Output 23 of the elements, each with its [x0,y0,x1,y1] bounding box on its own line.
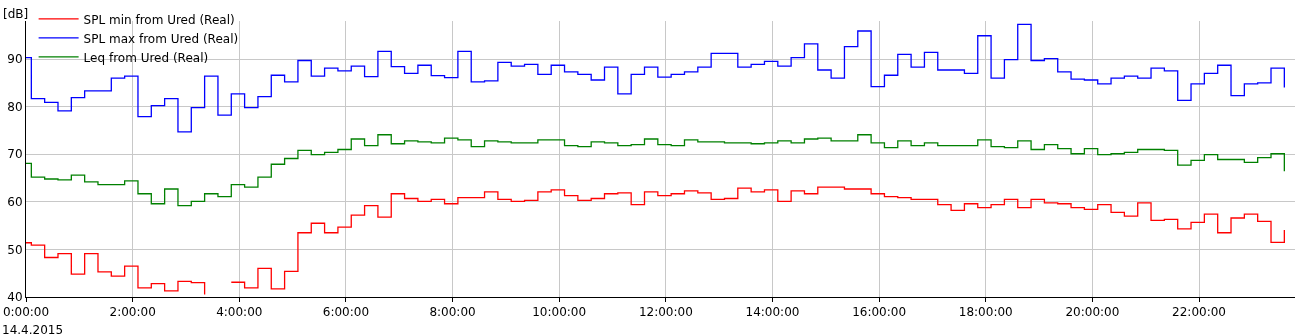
x-tick-label: 6:00:00 [322,305,370,320]
x-tick-label: 16:00:00 [852,305,907,320]
x-tick-label: 10:00:00 [532,305,587,320]
legend-label: SPL min from Ured (Real) [83,12,235,27]
text: 14.4.2015 [2,323,64,336]
x-tick-label: 20:00:00 [1065,305,1120,320]
y-axis-title: [dB] [3,7,29,21]
y-tick-label: 40 [7,290,23,305]
x-tick-label: 8:00:00 [429,305,476,320]
y-tick-label: 90 [7,52,23,67]
legend-label: Leq from Ured (Real) [83,50,209,65]
y-tick-label: 70 [7,147,23,162]
y-tick-label: 50 [7,242,23,257]
x-tick-label: 2:00:00 [109,305,156,320]
x-tick-label: 22:00:00 [1172,305,1226,320]
y-tick-label: 80 [7,99,23,114]
x-tick-label: 14:00:00 [745,305,800,320]
x-tick-label: 18:00:00 [958,305,1013,320]
x-tick-label: 12:00:00 [638,305,693,320]
x-tick-label: 0:00:00 [2,305,50,320]
y-tick-label: 60 [7,195,23,210]
legend-label: SPL max from Ured (Real) [83,31,239,46]
x-tick-label: 4:00:00 [216,305,263,320]
